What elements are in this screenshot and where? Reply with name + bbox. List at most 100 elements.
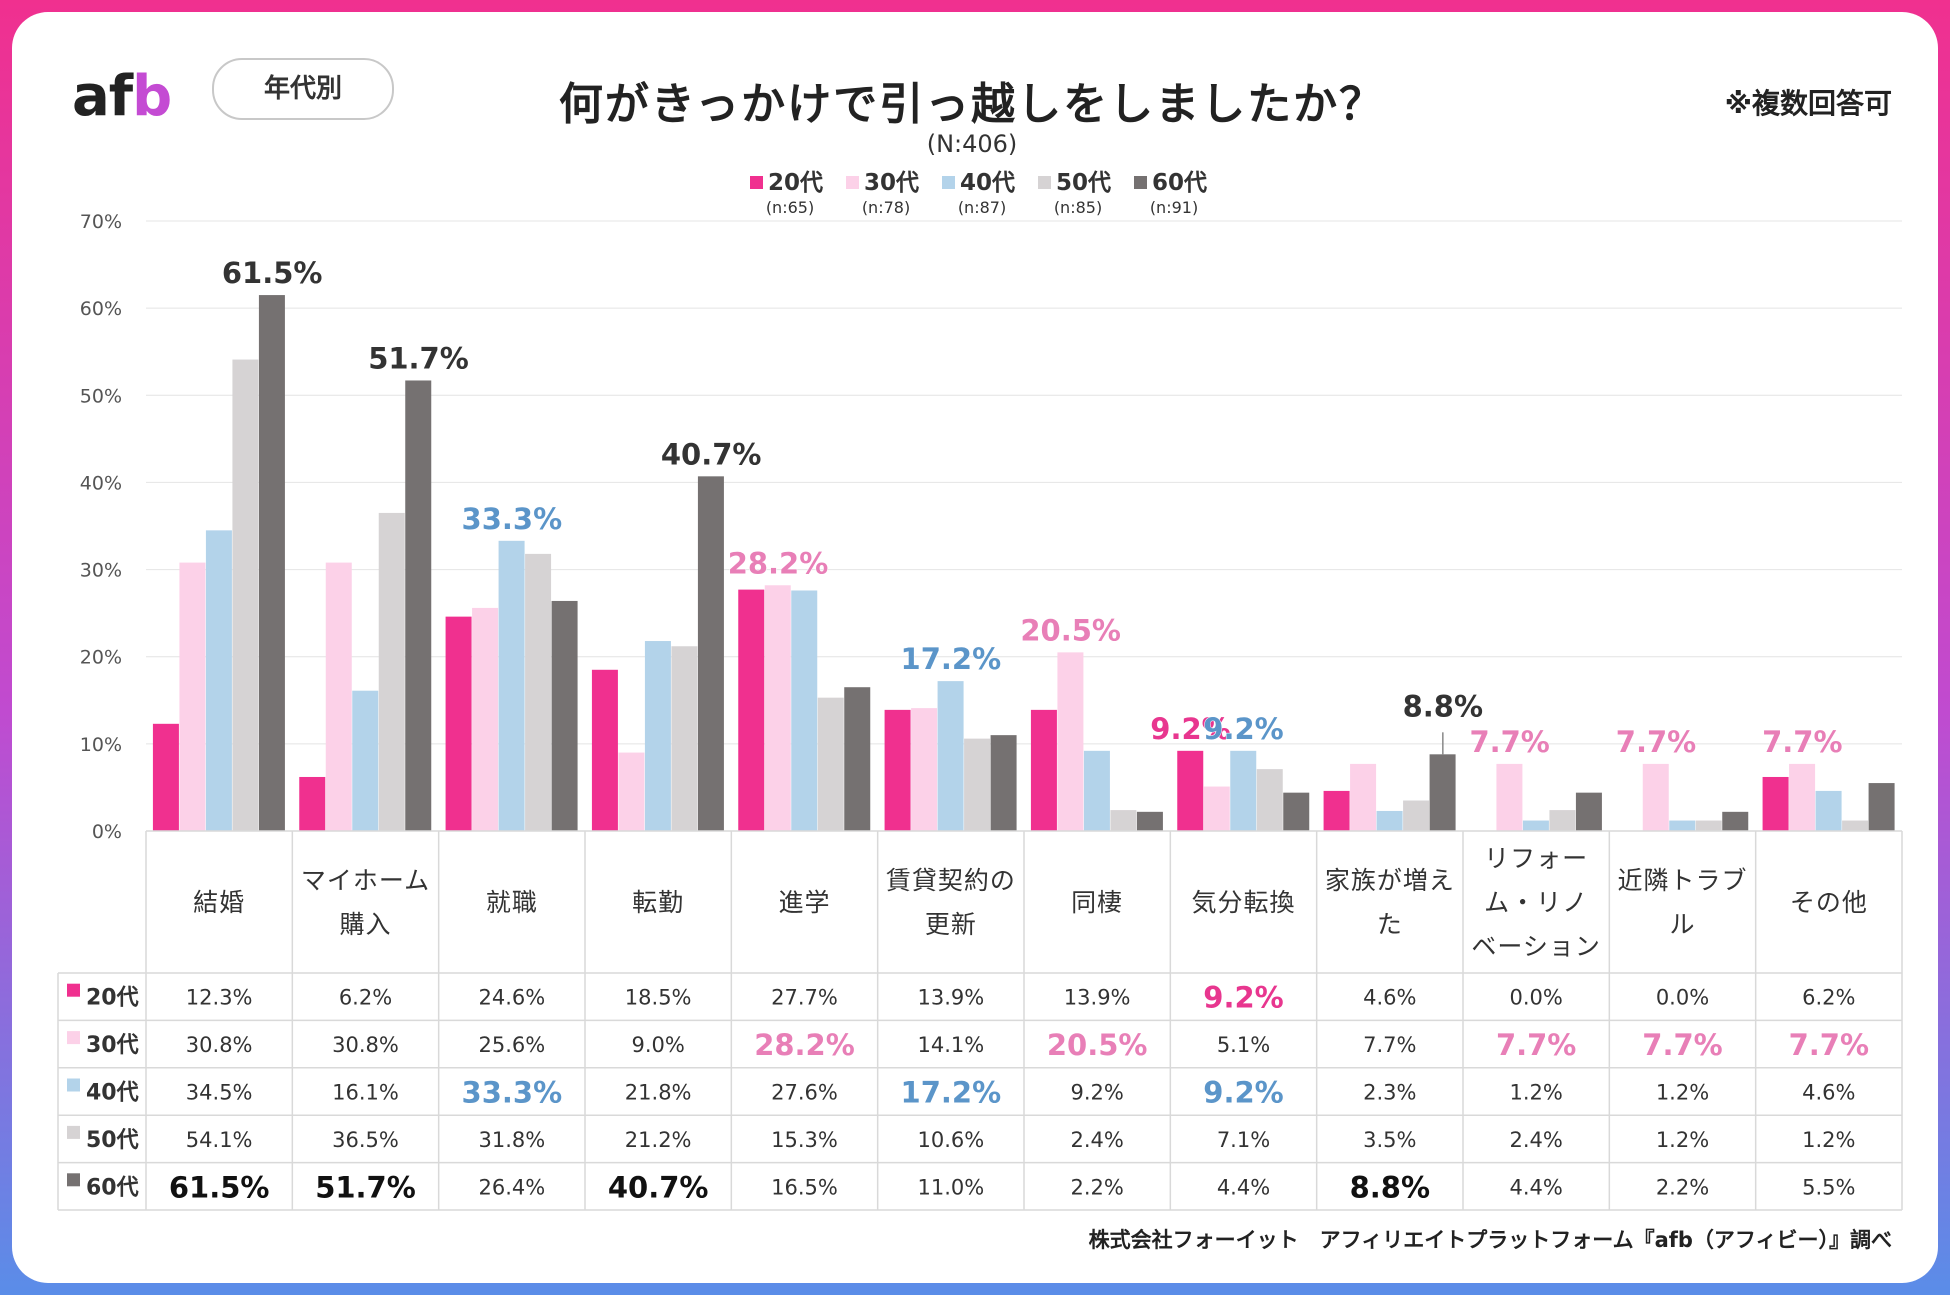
category-label: ム・リノ [1484,888,1588,917]
bar [1815,790,1842,831]
bar [551,600,578,831]
table-cell: 4.6% [1802,1081,1855,1105]
y-tick-label: 40% [80,472,122,494]
table-cell: 25.6% [478,1033,545,1057]
bar [472,607,499,831]
table-cell: 27.7% [771,986,838,1010]
bar [591,669,618,831]
row-swatch [67,1078,80,1092]
table-cell: 21.2% [625,1128,692,1152]
table-cell: 18.5% [625,986,692,1010]
table-cell: 1.2% [1802,1128,1855,1152]
legend-n: (n:85) [1054,198,1102,217]
legend-swatch [846,176,859,189]
legend-n: (n:91) [1150,198,1198,217]
bar [817,697,844,831]
row-header: 60代 [86,1175,139,1200]
bar [258,295,285,832]
table-cell-highlight: 7.7% [1496,1028,1576,1062]
table-cell: 1.2% [1656,1081,1709,1105]
bar [1256,769,1283,831]
table-cell: 7.7% [1363,1033,1416,1057]
bar [498,540,525,831]
legend-label: 30代 [864,170,919,196]
highlight-label: 8.8% [1403,689,1483,723]
table-cell: 9.0% [631,1033,684,1057]
category-label: 賃貸契約の [886,866,1016,895]
row-header: 30代 [86,1033,139,1058]
highlight-label: 7.7% [1469,725,1549,759]
legend-swatch [942,176,955,189]
category-label: 更新 [925,910,977,939]
table-cell: 5.1% [1217,1033,1270,1057]
table-cell: 31.8% [478,1128,545,1152]
table-cell: 24.6% [478,986,545,1010]
table-cell: 5.5% [1802,1175,1855,1199]
category-label: 気分転換 [1191,888,1295,917]
bar [1403,800,1430,831]
table-cell-highlight: 8.8% [1350,1170,1430,1204]
y-tick-label: 0% [92,821,122,843]
row-swatch [67,983,80,997]
bar [378,512,405,831]
bar [1030,709,1057,831]
table-cell-highlight: 9.2% [1203,981,1283,1015]
table-cell: 13.9% [1064,986,1131,1010]
source-credit: 株式会社フォーイット アフィリエイトプラットフォーム『afb（アフィビー）』調べ [1088,1228,1892,1252]
row-swatch [67,1173,80,1187]
table-cell: 6.2% [1802,986,1855,1010]
bar [1203,786,1230,831]
bar [1429,754,1456,831]
category-label: た [1377,910,1403,939]
multiple-answers-note: ※複数回答可 [1724,87,1892,120]
bar [445,616,472,831]
table-cell: 1.2% [1509,1081,1562,1105]
table-cell: 4.4% [1509,1175,1562,1199]
bar [1083,750,1110,831]
bar [1230,750,1257,831]
table-cell: 7.1% [1217,1128,1270,1152]
category-label: 同棲 [1071,888,1123,917]
bar [844,687,871,831]
category-label: 近隣トラブ [1617,866,1747,895]
bar [1110,810,1137,831]
row-header: 50代 [86,1128,139,1153]
highlight-label: 61.5% [222,256,323,290]
table-cell-highlight: 40.7% [608,1170,709,1204]
table-cell: 4.6% [1363,986,1416,1010]
table-cell-highlight: 17.2% [901,1076,1002,1110]
logo-letter-a: a [72,64,110,129]
table-cell: 2.4% [1509,1128,1562,1152]
bar [1722,811,1749,831]
category-label: ベーション [1471,932,1601,961]
highlight-label: 51.7% [368,341,469,375]
table-cell: 14.1% [917,1033,984,1057]
table-cell: 21.8% [625,1081,692,1105]
table-cell: 34.5% [186,1081,253,1105]
logo-letter-f: f [108,64,133,129]
table-cell: 16.5% [771,1175,838,1199]
bar [964,738,991,831]
row-header: 20代 [86,986,139,1011]
bar [1057,652,1084,831]
y-tick-label: 10% [80,734,122,756]
y-tick-label: 50% [80,385,122,407]
category-label: マイホーム [301,866,430,895]
bar [299,776,326,831]
bar [764,585,791,831]
bar [405,380,432,831]
table-cell: 16.1% [332,1081,399,1105]
table-cell: 10.6% [917,1128,984,1152]
table-cell: 2.2% [1656,1175,1709,1199]
bar [618,752,645,831]
legend-n: (n:87) [958,198,1006,217]
bar [1642,763,1669,831]
table-cell: 15.3% [771,1128,838,1152]
highlight-label: 33.3% [462,502,563,536]
highlight-label: 9.2% [1203,712,1283,746]
table-cell-highlight: 33.3% [462,1076,563,1110]
table-cell-highlight: 28.2% [754,1028,855,1062]
highlight-label: 7.7% [1616,725,1696,759]
table-cell: 4.4% [1217,1175,1270,1199]
